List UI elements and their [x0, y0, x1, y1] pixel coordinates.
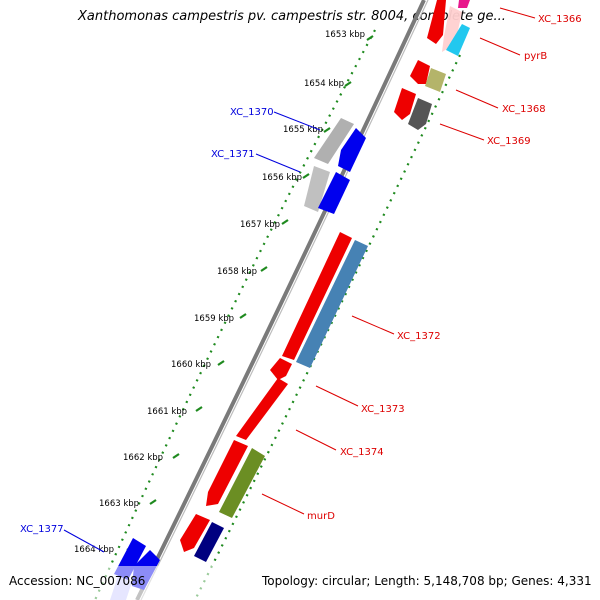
gene-labels: XC_1366 pyrB XC_1368 XC_1369 XC_1370 XC_…: [20, 14, 582, 535]
tick-label: 1662 kbp: [123, 453, 163, 463]
gene-feature[interactable]: [442, 6, 462, 52]
gene-feature[interactable]: [304, 166, 330, 212]
tick-label: 1654 kbp: [304, 79, 344, 89]
footer-fade: [0, 566, 600, 600]
gene-label-xc-1377[interactable]: XC_1377: [20, 524, 64, 535]
gene-feature[interactable]: [194, 522, 224, 562]
gene-feature[interactable]: [338, 128, 366, 172]
gene-feature[interactable]: [425, 68, 446, 92]
genome-backbone-highlight: [140, 0, 429, 600]
gene-feature[interactable]: [296, 240, 368, 368]
gene-label-xc-1368[interactable]: XC_1368: [502, 104, 546, 115]
tick-label: 1661 kbp: [147, 407, 187, 417]
tick-label: 1658 kbp: [217, 267, 257, 277]
inner-tick-ring: [194, 54, 461, 600]
tick-label: 1664 kbp: [74, 545, 114, 555]
label-leaders: [63, 7, 536, 553]
gene-feature[interactable]: [408, 98, 432, 130]
gene-label-xc-1372[interactable]: XC_1372: [397, 331, 441, 342]
gene-feature[interactable]: [318, 172, 350, 214]
gene-label-murd[interactable]: murD: [307, 511, 335, 522]
gene-feature[interactable]: [446, 24, 470, 56]
tick-label: 1653 kbp: [325, 30, 365, 40]
gene-feature[interactable]: [410, 60, 430, 84]
gene-features: [110, 0, 470, 600]
genome-backbone: [135, 0, 426, 600]
gene-label-xc-1374[interactable]: XC_1374: [340, 447, 384, 458]
accession-text: Accession: NC_007086: [9, 574, 146, 588]
tick-label: 1656 kbp: [262, 173, 302, 183]
gene-label-xc-1369[interactable]: XC_1369: [487, 136, 531, 147]
tick-label: 1659 kbp: [194, 314, 234, 324]
tick-labels: 1653 kbp 1654 kbp 1655 kbp 1656 kbp 1657…: [74, 30, 365, 555]
gene-feature[interactable]: [180, 514, 210, 552]
map-title: Xanthomonas campestris pv. campestris st…: [78, 9, 506, 24]
gene-label-pyrb[interactable]: pyrB: [524, 51, 547, 62]
tick-marks: [126, 35, 374, 551]
gene-feature[interactable]: [282, 232, 352, 360]
gene-feature[interactable]: [427, 0, 446, 44]
gene-label-xc-1370[interactable]: XC_1370: [230, 107, 274, 118]
tick-label: 1655 kbp: [283, 125, 323, 135]
gene-feature[interactable]: [458, 0, 470, 8]
gene-label-xc-1373[interactable]: XC_1373: [361, 404, 405, 415]
gene-feature[interactable]: [219, 448, 265, 518]
gene-feature[interactable]: [270, 358, 292, 380]
gene-feature[interactable]: [394, 88, 416, 120]
gene-feature[interactable]: [314, 118, 354, 164]
tick-label: 1663 kbp: [99, 499, 139, 509]
tick-label: 1657 kbp: [240, 220, 280, 230]
topology-summary: Topology: circular; Length: 5,148,708 bp…: [262, 574, 592, 588]
tick-label: 1660 kbp: [171, 360, 211, 370]
gene-label-xc-1366[interactable]: XC_1366: [538, 14, 582, 25]
gene-label-xc-1371[interactable]: XC_1371: [211, 149, 255, 160]
gene-feature[interactable]: [236, 378, 288, 440]
gene-feature[interactable]: [206, 440, 248, 506]
